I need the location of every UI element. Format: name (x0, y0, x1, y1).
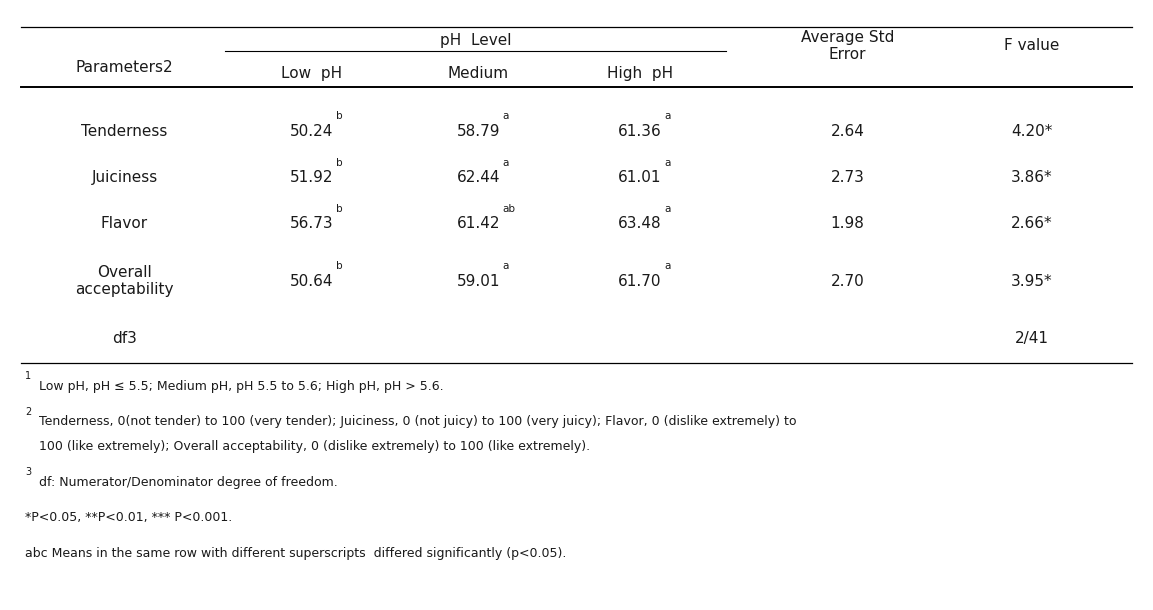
Text: 58.79: 58.79 (457, 124, 500, 138)
Text: *P<0.05, **P<0.01, *** P<0.001.: *P<0.05, **P<0.01, *** P<0.001. (25, 511, 233, 524)
Text: 61.01: 61.01 (618, 170, 662, 185)
Text: Juiciness: Juiciness (91, 170, 158, 185)
Text: 2.64: 2.64 (830, 124, 865, 138)
Text: 3.95*: 3.95* (1011, 274, 1053, 289)
Text: df3: df3 (112, 331, 137, 346)
Text: a: a (664, 112, 671, 121)
Text: 1.98: 1.98 (830, 217, 865, 231)
Text: ab: ab (503, 204, 515, 214)
Text: 63.48: 63.48 (618, 217, 662, 231)
Text: Low pH, pH ≤ 5.5; Medium pH, pH 5.5 to 5.6; High pH, pH > 5.6.: Low pH, pH ≤ 5.5; Medium pH, pH 5.5 to 5… (39, 379, 444, 393)
Text: 2/41: 2/41 (1015, 331, 1049, 346)
Text: Medium: Medium (447, 66, 510, 81)
Text: a: a (664, 262, 671, 271)
Text: Parameters2: Parameters2 (76, 60, 173, 74)
Text: Tenderness: Tenderness (82, 124, 167, 138)
Text: Tenderness, 0(not tender) to 100 (very tender); Juiciness, 0 (not juicy) to 100 : Tenderness, 0(not tender) to 100 (very t… (39, 415, 797, 428)
Text: a: a (503, 262, 510, 271)
Text: 2.66*: 2.66* (1011, 217, 1053, 231)
Text: b: b (336, 112, 342, 121)
Text: 51.92: 51.92 (289, 170, 333, 185)
Text: pH  Level: pH Level (439, 34, 512, 48)
Text: 61.70: 61.70 (618, 274, 662, 289)
Text: 3.86*: 3.86* (1011, 170, 1053, 185)
Text: a: a (503, 112, 510, 121)
Text: a: a (503, 158, 510, 168)
Text: Overall
acceptability: Overall acceptability (75, 265, 174, 298)
Text: 3: 3 (25, 467, 31, 478)
Text: b: b (336, 204, 342, 214)
Text: 59.01: 59.01 (457, 274, 500, 289)
Text: 1: 1 (25, 371, 31, 381)
Text: Flavor: Flavor (101, 217, 148, 231)
Text: a: a (664, 204, 671, 214)
Text: 61.36: 61.36 (618, 124, 662, 138)
Text: 4.20*: 4.20* (1011, 124, 1053, 138)
Text: 2.70: 2.70 (830, 274, 865, 289)
Text: a: a (664, 158, 671, 168)
Text: 100 (like extremely); Overall acceptability, 0 (dislike extremely) to 100 (like : 100 (like extremely); Overall acceptabil… (39, 440, 590, 453)
Text: b: b (336, 262, 342, 271)
Text: 61.42: 61.42 (457, 217, 500, 231)
Text: b: b (336, 158, 342, 168)
Text: 62.44: 62.44 (457, 170, 500, 185)
Text: df: Numerator/Denominator degree of freedom.: df: Numerator/Denominator degree of free… (39, 476, 338, 489)
Text: Average Std
Error: Average Std Error (801, 29, 894, 62)
Text: 50.64: 50.64 (289, 274, 333, 289)
Text: 56.73: 56.73 (289, 217, 333, 231)
Text: F value: F value (1004, 38, 1060, 53)
Text: 2.73: 2.73 (830, 170, 865, 185)
Text: abc Means in the same row with different superscripts  differed significantly (p: abc Means in the same row with different… (25, 547, 567, 559)
Text: 2: 2 (25, 407, 31, 417)
Text: High  pH: High pH (606, 66, 673, 81)
Text: Low  pH: Low pH (280, 66, 342, 81)
Text: 50.24: 50.24 (289, 124, 333, 138)
